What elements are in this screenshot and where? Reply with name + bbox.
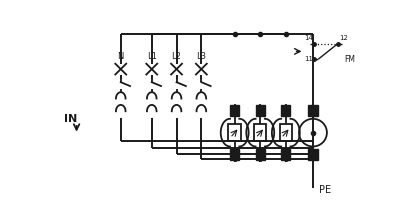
Bar xyxy=(228,124,241,141)
Bar xyxy=(308,149,317,160)
Text: 14: 14 xyxy=(304,35,313,41)
Text: L1: L1 xyxy=(147,52,157,61)
Bar xyxy=(230,149,239,160)
Bar xyxy=(230,105,239,116)
Bar xyxy=(255,105,265,116)
Text: L2: L2 xyxy=(172,52,182,61)
Text: PE: PE xyxy=(319,185,331,195)
Text: 11: 11 xyxy=(304,56,313,62)
Bar xyxy=(281,105,290,116)
Text: FM: FM xyxy=(344,55,355,64)
Bar xyxy=(281,149,290,160)
Text: N: N xyxy=(118,52,124,61)
Text: L3: L3 xyxy=(196,52,206,61)
Bar xyxy=(254,124,266,141)
Text: IN: IN xyxy=(64,114,77,124)
Bar xyxy=(255,149,265,160)
Bar xyxy=(308,105,317,116)
Text: 12: 12 xyxy=(339,35,348,41)
Bar xyxy=(279,124,292,141)
